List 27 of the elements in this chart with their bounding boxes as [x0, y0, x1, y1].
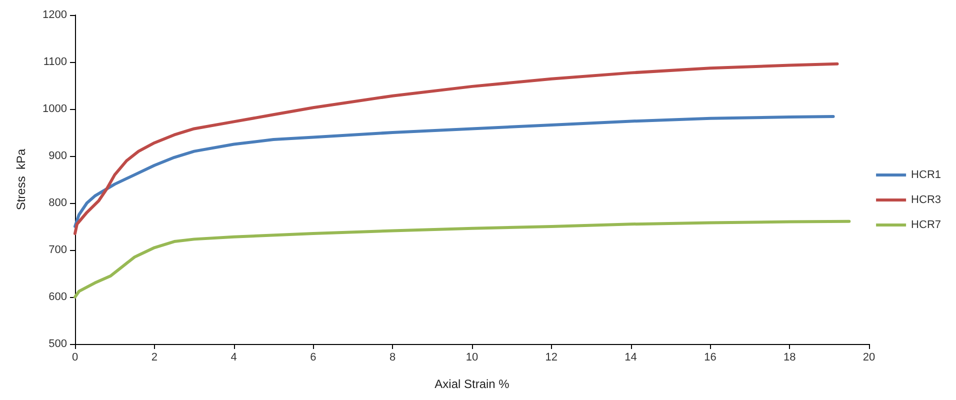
y-tick-label: 1000: [42, 103, 67, 115]
line-series: [74, 220, 851, 298]
legend-label: HCR1: [911, 169, 942, 181]
y-tick-label: 1200: [42, 9, 67, 21]
x-tick-label: 14: [624, 352, 637, 364]
legend-label: HCR3: [911, 194, 942, 206]
x-tick-label: 10: [466, 352, 478, 364]
x-tick-label: 16: [704, 352, 716, 364]
line-series: [74, 62, 839, 236]
x-tick-label: 18: [783, 352, 796, 364]
x-tick-label: 8: [390, 352, 396, 364]
y-tick-label: 900: [48, 150, 67, 162]
x-tick-label: 20: [862, 352, 876, 364]
line-series: [74, 115, 835, 228]
x-tick-label: 0: [72, 352, 78, 364]
x-tick-label: 6: [310, 352, 316, 364]
y-tick-label: 600: [48, 291, 67, 303]
y-tick-label: 500: [48, 338, 67, 350]
x-tick-label: 12: [545, 352, 558, 364]
y-tick-label: 800: [48, 197, 67, 209]
y-tick-label: 1100: [43, 56, 67, 68]
x-tick-label: 4: [230, 352, 237, 364]
x-tick-label: 2: [151, 352, 158, 364]
legend-label: HCR7: [911, 219, 942, 231]
y-axis-title: Stress kPa: [14, 148, 28, 210]
x-axis-title: Axial Strain %: [434, 377, 510, 391]
y-tick-label: 700: [48, 244, 67, 256]
